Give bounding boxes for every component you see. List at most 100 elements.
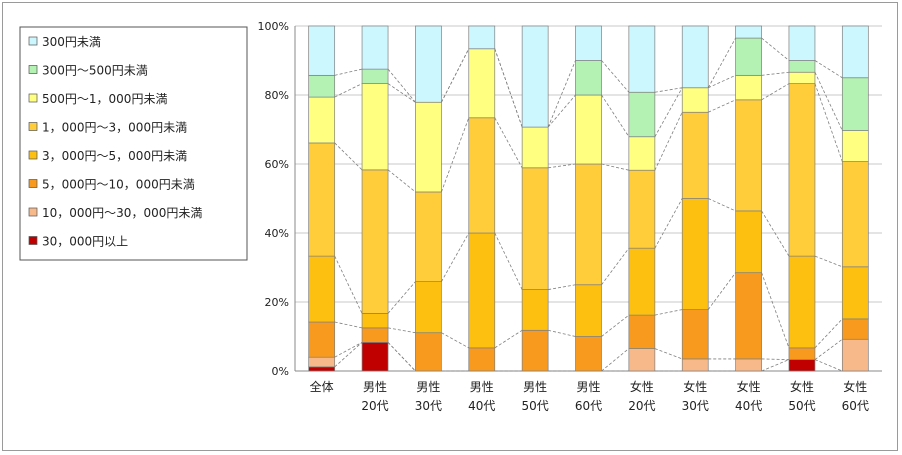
x-tick-label-line2: 30代 xyxy=(682,399,709,413)
series-line xyxy=(707,37,736,88)
series-line xyxy=(334,142,363,171)
series-line xyxy=(814,83,843,162)
series-line xyxy=(494,117,523,168)
bar-segment xyxy=(628,247,656,316)
bar-segment xyxy=(681,309,709,360)
x-tick-label: 男性 xyxy=(523,380,547,394)
legend-label: 10，000円～30，000円未満 xyxy=(42,206,202,220)
bar-segment xyxy=(788,255,816,349)
legend-swatch xyxy=(28,122,38,131)
bar-segment xyxy=(841,25,869,79)
y-tick-label: 0% xyxy=(272,365,289,378)
series-line xyxy=(761,37,790,61)
legend-swatch xyxy=(28,207,38,217)
series-line xyxy=(814,318,843,349)
legend-swatch xyxy=(28,93,38,103)
bar-segment xyxy=(468,25,496,50)
y-tick-label: 100% xyxy=(258,20,289,33)
bar-segment xyxy=(841,338,869,372)
bar-segment xyxy=(308,74,336,98)
series-line xyxy=(708,74,736,89)
bar-segment xyxy=(308,356,336,368)
bar-segment xyxy=(361,313,389,329)
legend-swatch xyxy=(28,179,38,188)
series-line xyxy=(761,272,790,349)
x-tick-label: 全体 xyxy=(310,379,334,394)
series-line xyxy=(387,342,416,372)
legend-swatch xyxy=(28,36,38,46)
series-line xyxy=(441,117,470,193)
y-tick-label: 20% xyxy=(265,296,289,309)
series-line xyxy=(387,83,416,103)
bar-segment xyxy=(735,37,762,76)
bar-segment xyxy=(361,68,389,84)
series-line xyxy=(547,94,576,128)
bar-segment xyxy=(681,198,709,310)
legend-label: 30，000円以上 xyxy=(42,235,128,249)
x-tick-label-line2: 30代 xyxy=(415,399,442,413)
bar-segment xyxy=(735,272,762,360)
series-line xyxy=(601,60,630,93)
bar-segment xyxy=(735,99,762,212)
bar-segment xyxy=(308,321,336,358)
legend-swatch xyxy=(28,150,38,160)
bar-segment xyxy=(521,25,549,128)
bar-segment xyxy=(735,25,762,39)
bar-segment xyxy=(681,358,709,372)
series-line xyxy=(814,72,843,131)
series-line xyxy=(334,342,363,358)
bar-segment xyxy=(788,347,816,360)
bar-segment xyxy=(468,347,496,372)
bar-segment xyxy=(788,359,816,372)
series-line xyxy=(654,112,683,171)
bar-segment xyxy=(681,111,709,199)
series-line xyxy=(601,247,630,285)
x-tick-label-line2: 20代 xyxy=(628,399,655,413)
legend-label: 500円～1，000円未満 xyxy=(42,92,167,106)
x-tick-label-line2: 60代 xyxy=(575,399,602,413)
series-line xyxy=(654,198,683,249)
series-line xyxy=(441,232,470,282)
bar-segment xyxy=(361,83,389,171)
series-line xyxy=(387,68,416,103)
x-tick-label: 女性 xyxy=(790,379,814,394)
x-tick-label: 女性 xyxy=(683,379,707,394)
bar-segment xyxy=(308,142,336,257)
legend-label: 5，000円～10，000円未満 xyxy=(42,178,195,192)
series-line xyxy=(708,99,736,113)
bar-segment xyxy=(575,94,602,165)
x-tick-label: 男性 xyxy=(416,380,440,394)
series-line xyxy=(761,71,789,76)
bar-segment xyxy=(521,167,549,290)
bar-segment xyxy=(468,232,496,349)
bar-segment xyxy=(628,91,656,138)
bar-segment xyxy=(521,126,549,169)
bar-segment xyxy=(575,163,602,286)
bar-segment xyxy=(841,77,869,131)
bar-segment xyxy=(361,342,389,372)
legend-swatch xyxy=(28,236,38,245)
bar-segment xyxy=(628,169,656,249)
series-line xyxy=(441,332,469,349)
legend-label: 300円～500円未満 xyxy=(42,64,148,78)
bar-segment xyxy=(628,348,656,372)
bar-segment xyxy=(788,25,816,61)
bar-segment xyxy=(681,87,709,113)
bar-segment xyxy=(361,25,389,70)
series-line xyxy=(814,60,843,79)
series-line xyxy=(441,48,470,103)
bar-segment xyxy=(575,284,602,337)
bar-segment xyxy=(361,327,389,343)
bar-segment xyxy=(628,314,656,349)
series-line xyxy=(601,314,630,337)
x-tick-label-line2: 40代 xyxy=(468,399,495,413)
y-tick-label: 60% xyxy=(265,158,289,171)
bar-segment xyxy=(628,136,656,171)
bar-segment xyxy=(841,130,869,162)
series-line xyxy=(334,342,363,368)
bar-segment xyxy=(415,101,442,193)
bar-segment xyxy=(308,255,336,323)
series-line xyxy=(814,338,843,360)
legend-box xyxy=(19,26,248,261)
y-tick-label: 40% xyxy=(265,227,289,240)
